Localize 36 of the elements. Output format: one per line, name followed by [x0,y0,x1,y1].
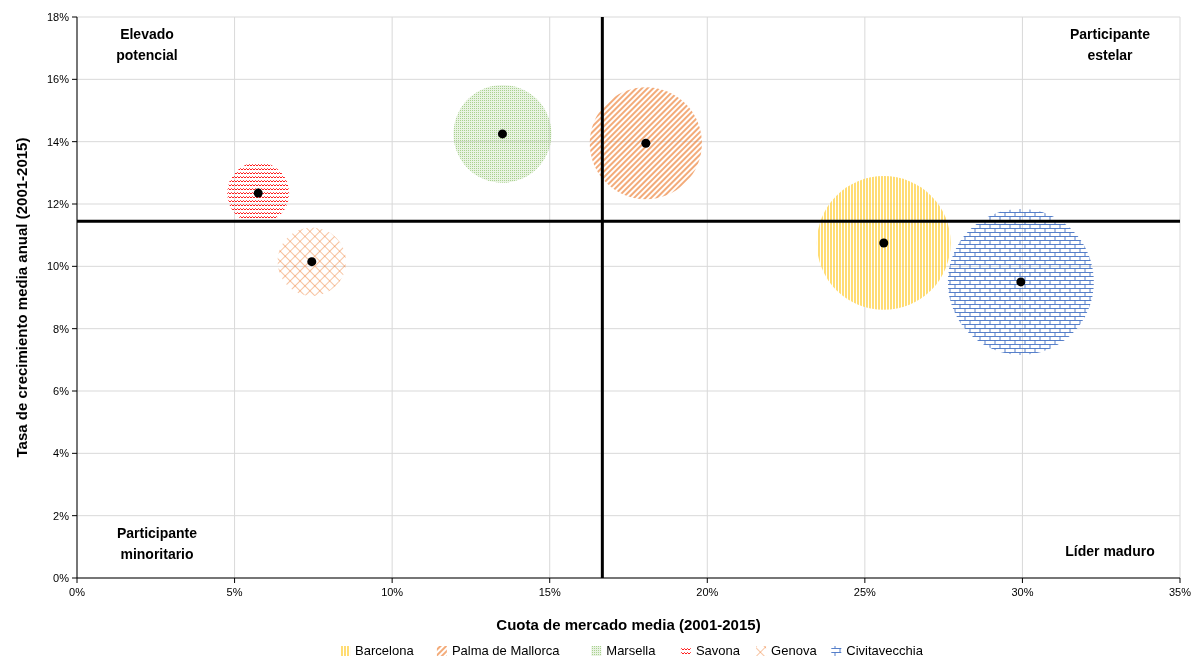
legend-label: Savona [695,643,741,658]
x-tick-label: 5% [226,586,243,598]
x-tick-label: 10% [381,586,404,598]
x-tick-label: 25% [853,586,877,598]
y-tick-label: 4% [53,447,70,460]
annotation: Participante minoritario [116,525,198,562]
x-tick-label: 35% [1168,586,1192,598]
y-tick-label: 18% [46,11,70,23]
legend-label: Civitavecchia [846,643,924,658]
y-tick-label: 0% [53,572,70,584]
y-tick-label: 10% [46,260,70,273]
point [497,129,507,139]
y-tick-label: 16% [46,73,70,86]
x-tick-label: 15% [538,586,561,598]
legend-label: Barcelona [355,643,415,658]
x-axis-title: Cuota de mercado media (2001-2015) [496,616,761,633]
point [307,257,317,267]
y-tick-label: 6% [53,385,70,397]
annotation: Participante estelar [1069,26,1151,63]
point [253,188,263,198]
annotation: Líder maduro [1065,543,1155,559]
point [641,138,651,148]
legend-label: Palma de Mallorca [451,643,561,658]
x-tick-label: 30% [1011,586,1034,598]
point [879,238,889,248]
y-axis-title: Tasa de crecimiento media anual (2001-2015) [13,137,30,458]
y-tick-label: 12% [46,198,70,210]
y-tick-label: 2% [53,509,70,522]
legend-label: Marsella [606,643,657,658]
y-tick-label: 8% [53,322,70,335]
x-tick-label: 20% [696,586,719,598]
annotation: Elevado potencial [116,26,178,63]
y-tick-label: 14% [46,135,70,148]
legend-label: Genova [771,643,818,658]
point [1016,277,1026,287]
x-tick-label: 0% [69,586,86,598]
